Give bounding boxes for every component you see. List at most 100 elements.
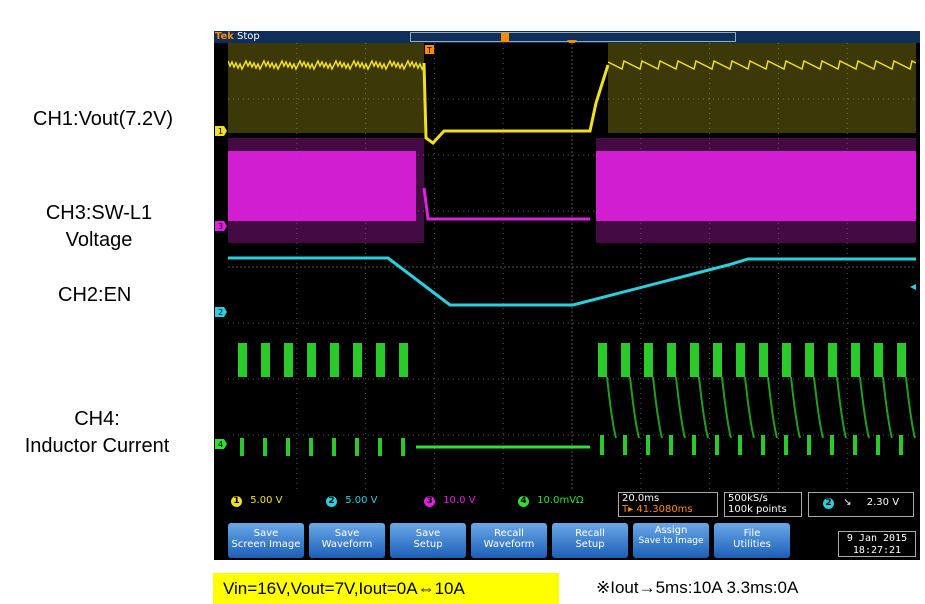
ch4-pulse-after <box>759 343 768 377</box>
ch4-spike-after <box>715 435 719 455</box>
ch1-scale-readout[interactable]: 1 5.00 V <box>231 495 282 507</box>
ch4-spike-after <box>646 435 650 455</box>
ch1-ripple-band-before <box>228 43 424 133</box>
ch4-spike-after <box>853 435 857 455</box>
date-value: 9 Jan 2015 <box>846 533 908 544</box>
ch4-pulse-before <box>284 343 293 377</box>
trigger-slope-icon: ↘ <box>843 497 852 508</box>
ch3-scale-value: 10.0 V <box>443 495 476 506</box>
ch4-decay-after <box>813 376 824 439</box>
ch4-decay-after <box>652 376 663 439</box>
ch2-marker-text: 2 <box>218 308 223 317</box>
ch4-spike-before <box>401 438 405 456</box>
save-screen-image-button[interactable]: Save Screen Image <box>228 523 304 558</box>
ch4-spike-after <box>623 435 627 455</box>
ch4-pulse-before <box>330 343 339 377</box>
trigger-channel-badge: 2 <box>823 498 834 509</box>
ch4-pulse-before <box>307 343 316 377</box>
ch4-decay-after <box>606 376 617 439</box>
status-bar: 1 5.00 V 2 5.00 V 3 10.0 V 4 10.0mVΩ 20.… <box>228 491 916 519</box>
ch2-ground-marker-icon: 2 <box>215 307 227 317</box>
ch4-decay-after <box>675 376 686 439</box>
waveform-display: T <box>228 43 916 491</box>
ch1-trace-before <box>228 59 425 71</box>
record-length-value: 100k points <box>728 504 787 515</box>
ch4-spike-before <box>263 438 267 456</box>
ch4-decay-after <box>790 376 801 439</box>
ch4-decay-after <box>629 376 640 439</box>
trigger-position-value: T▸ 41.3080ms <box>622 504 693 515</box>
trigger-level-arrow-icon <box>910 284 916 290</box>
trigger-t-marker-icon: T <box>425 45 434 55</box>
channel-marker-strip: 1 3 2 4 <box>215 126 227 449</box>
ch4-pulse-after <box>897 343 906 377</box>
date-time-readout: 9 Jan 2015 18:27:21 <box>838 531 916 557</box>
bottom-menu: Save Screen Image Save Waveform Save Setup … <box>214 521 920 560</box>
ch4-label-line1: CH4: <box>74 408 120 430</box>
acquisition-readout[interactable]: 500kS/s 100k points <box>724 492 802 517</box>
ch4-spike-after <box>784 435 788 455</box>
ch4-pulse-after <box>828 343 837 377</box>
trigger-t-text: T <box>426 46 432 55</box>
ch4-pulse-before <box>238 343 247 377</box>
recall-setup-button[interactable]: Recall Setup <box>552 523 628 558</box>
trigger-level-value: 2.30 V <box>866 497 900 508</box>
ch4-decay-after <box>836 376 847 439</box>
ch4-spike-after <box>761 435 765 455</box>
ch4-decay-after <box>721 376 732 439</box>
ch4-decay-after <box>882 376 893 439</box>
ch2-scale-value: 5.00 V <box>345 495 378 506</box>
assign-save-button[interactable]: Assign Save to Image <box>633 523 709 558</box>
ch3-scale-readout[interactable]: 3 10.0 V <box>424 495 475 507</box>
ch4-pulse-after <box>690 343 699 377</box>
ch1-ground-marker-icon: 1 <box>215 126 227 136</box>
ch4-pulse-before <box>399 343 408 377</box>
record-window-marker <box>501 33 509 42</box>
ch1-trace-after <box>607 59 916 71</box>
save-setup-button[interactable]: Save Setup <box>390 523 466 558</box>
ch4-pulse-after <box>805 343 814 377</box>
ch1-badge: 1 <box>231 496 242 507</box>
timebase-value: 20.0ms <box>622 493 660 504</box>
ch1-label: CH1:Vout(7.2V) <box>33 108 174 130</box>
ch4-scale-value: 10.0mVΩ <box>537 495 584 506</box>
ch4-pulse-after <box>713 343 722 377</box>
file-utilities-button[interactable]: File Utilities <box>714 523 790 558</box>
waveforms <box>228 43 916 456</box>
ch4-pulse-after <box>667 343 676 377</box>
ch4-decay-after <box>744 376 755 439</box>
ch4-pulse-after <box>782 343 791 377</box>
ch4-scale-readout[interactable]: 4 10.0mVΩ <box>518 495 584 507</box>
ch3-label-line1: CH3:SW-L1 <box>45 202 153 224</box>
sample-rate-value: 500kS/s <box>728 493 768 504</box>
ch3-switching-band-before <box>228 151 416 221</box>
ch2-trace <box>228 256 916 307</box>
ch3-ringing-after <box>596 138 916 243</box>
ch3-label-line2: Voltage <box>65 229 133 251</box>
iout-timing-note: ※Iout→5ms:10A 3.3ms:0A <box>596 578 799 597</box>
ch4-spike-after <box>876 435 880 455</box>
ch4-spike-after <box>692 435 696 455</box>
ch4-pulse-after <box>874 343 883 377</box>
recall-waveform-button[interactable]: Recall Waveform <box>471 523 547 558</box>
brand-logo: Tek <box>215 31 234 42</box>
timebase-readout[interactable]: 20.0ms T▸ 41.3080ms <box>618 492 718 517</box>
ch4-pulse-before <box>376 343 385 377</box>
save-waveform-button[interactable]: Save Waveform <box>309 523 385 558</box>
ch1-trace-off <box>422 62 610 145</box>
ch4-pulse-after <box>621 343 630 377</box>
ch4-decay-after <box>905 376 916 439</box>
trigger-readout[interactable]: 2 ↘ 2.30 V <box>808 492 914 517</box>
acquisition-state: Stop <box>237 31 260 42</box>
ch3-marker-text: 3 <box>218 222 223 231</box>
ch4-spike-before <box>309 438 313 456</box>
ch2-label: CH2:EN <box>58 284 132 306</box>
ch4-pulse-after <box>851 343 860 377</box>
ch4-spike-before <box>355 438 359 456</box>
ch2-scale-readout[interactable]: 2 5.00 V <box>326 495 377 507</box>
ch4-decay-after <box>859 376 870 439</box>
ch4-badge: 4 <box>518 496 529 507</box>
ch1-marker-text: 1 <box>218 127 223 136</box>
oscilloscope-screen: Tek Stop 1 3 2 4 <box>214 31 920 560</box>
ch4-spike-before <box>240 438 244 456</box>
